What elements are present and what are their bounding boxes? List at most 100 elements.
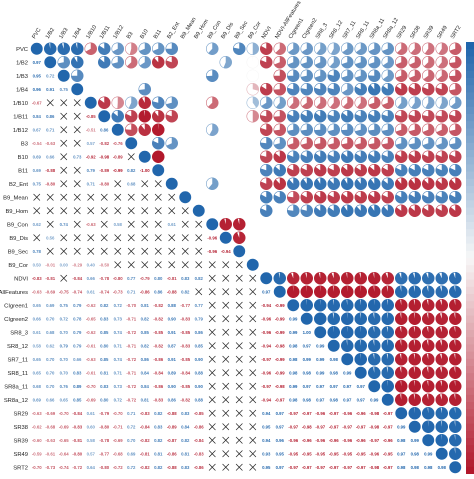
correlation-value: -0.85 xyxy=(153,330,163,335)
correlation-value: 0.88 xyxy=(195,370,204,375)
correlation-value: 0.86 xyxy=(195,330,204,335)
pie-slice xyxy=(409,380,421,392)
pie-slice xyxy=(409,340,421,352)
correlation-value: 0.65 xyxy=(60,397,69,402)
pie-slice xyxy=(117,97,123,109)
non-significant-mark xyxy=(223,316,229,322)
correlation-value: 0.98 xyxy=(411,465,420,470)
row-label: B9_Con xyxy=(7,222,28,228)
non-significant-mark xyxy=(74,235,80,241)
non-significant-mark xyxy=(250,424,256,430)
correlation-value: -0.97 xyxy=(383,424,393,429)
non-significant-mark xyxy=(47,208,53,214)
correlation-value: -0.63 xyxy=(45,438,55,443)
non-significant-mark xyxy=(169,262,175,268)
pie-slice xyxy=(382,272,394,284)
row-label: 1/B11 xyxy=(13,114,28,120)
pie-slice xyxy=(274,178,286,190)
color-legend-step xyxy=(466,272,474,280)
non-significant-mark xyxy=(155,194,161,200)
correlation-value: 0.79 xyxy=(73,303,82,308)
row-label: B2_Ent xyxy=(9,182,28,188)
correlation-value: 0.69 xyxy=(33,154,42,159)
correlation-value: -0.96 xyxy=(342,438,352,443)
non-significant-mark xyxy=(61,208,67,214)
diagonal-circle xyxy=(58,70,70,82)
pie-slice xyxy=(328,326,340,338)
correlation-value: 0.94 xyxy=(262,438,271,443)
pie-slice xyxy=(422,299,434,311)
correlation-value: -0.88 xyxy=(167,465,177,470)
correlation-value: 0.74 xyxy=(114,330,123,335)
correlation-value: 0.70 xyxy=(60,370,69,375)
correlation-value: 0.68 xyxy=(127,181,136,186)
non-significant-mark xyxy=(61,248,67,254)
correlation-value: 0.71 xyxy=(87,181,96,186)
correlation-value: 0.98 xyxy=(438,465,447,470)
pie-slice xyxy=(449,407,461,419)
column-label: B11 xyxy=(153,29,163,40)
non-significant-mark xyxy=(115,235,121,241)
diagonal-circle xyxy=(206,218,218,230)
correlation-value: -0.97 xyxy=(342,465,352,470)
correlation-value: -0.86 xyxy=(153,384,163,389)
pie-slice xyxy=(436,353,448,365)
non-significant-mark xyxy=(209,289,215,295)
non-significant-mark xyxy=(250,289,256,295)
pie-slice xyxy=(409,272,421,284)
correlation-value: -0.01 xyxy=(45,262,55,267)
correlation-value: 0.61 xyxy=(87,289,96,294)
non-significant-mark xyxy=(128,262,134,268)
correlation-value: -0.83 xyxy=(180,316,190,321)
correlation-value: -0.77 xyxy=(99,451,109,456)
non-significant-mark xyxy=(236,289,242,295)
correlation-value: 0.91 xyxy=(168,330,177,335)
non-significant-mark xyxy=(61,100,67,106)
row-label: SR8a_11 xyxy=(4,384,28,390)
non-significant-mark xyxy=(236,316,242,322)
non-significant-mark xyxy=(250,464,256,470)
correlation-value: -0.96 xyxy=(315,411,325,416)
non-significant-mark xyxy=(209,424,215,430)
correlation-value: -0.99 xyxy=(275,303,285,308)
correlation-value: -0.69 xyxy=(59,424,69,429)
pie-slice xyxy=(314,299,326,311)
correlation-value: 0.58 xyxy=(114,222,123,227)
pie-slice xyxy=(409,407,421,419)
correlation-value: 0.94 xyxy=(262,411,271,416)
correlation-value: 0.71 xyxy=(114,370,123,375)
correlation-value: 0.97 xyxy=(316,384,325,389)
non-significant-mark xyxy=(74,248,80,254)
pie-slice xyxy=(449,367,461,379)
row-label: B11 xyxy=(18,168,28,174)
correlation-value: -0.96 xyxy=(329,438,339,443)
correlation-value: 0.61 xyxy=(168,222,177,227)
correlation-value: 0.75 xyxy=(60,303,69,308)
pie-slice xyxy=(449,178,461,190)
pie-slice xyxy=(368,178,380,190)
correlation-value: 0.73 xyxy=(114,384,123,389)
correlation-value: -0.97 xyxy=(383,411,393,416)
pie-slice xyxy=(449,299,461,311)
non-significant-mark xyxy=(209,275,215,281)
color-legend-step xyxy=(466,316,474,324)
pie-slice xyxy=(368,205,380,217)
color-legend-step xyxy=(466,244,474,252)
color-legend-step xyxy=(466,337,474,345)
non-significant-mark xyxy=(223,329,229,335)
color-legend-step xyxy=(466,452,474,460)
column-label: 1/B2 xyxy=(45,27,56,40)
pie-slice xyxy=(328,313,340,325)
correlation-value: 0.77 xyxy=(195,303,204,308)
non-significant-mark xyxy=(115,262,121,268)
non-significant-mark xyxy=(155,235,161,241)
non-significant-mark xyxy=(47,194,53,200)
correlation-value: -0.85 xyxy=(86,114,96,119)
non-significant-mark xyxy=(142,262,148,268)
non-significant-mark xyxy=(223,410,229,416)
correlation-value: 0.78 xyxy=(33,249,42,254)
pie-slice xyxy=(409,326,421,338)
correlation-value: 0.98 xyxy=(289,343,298,348)
correlation-value: 0.83 xyxy=(100,316,109,321)
non-significant-mark xyxy=(34,208,40,214)
